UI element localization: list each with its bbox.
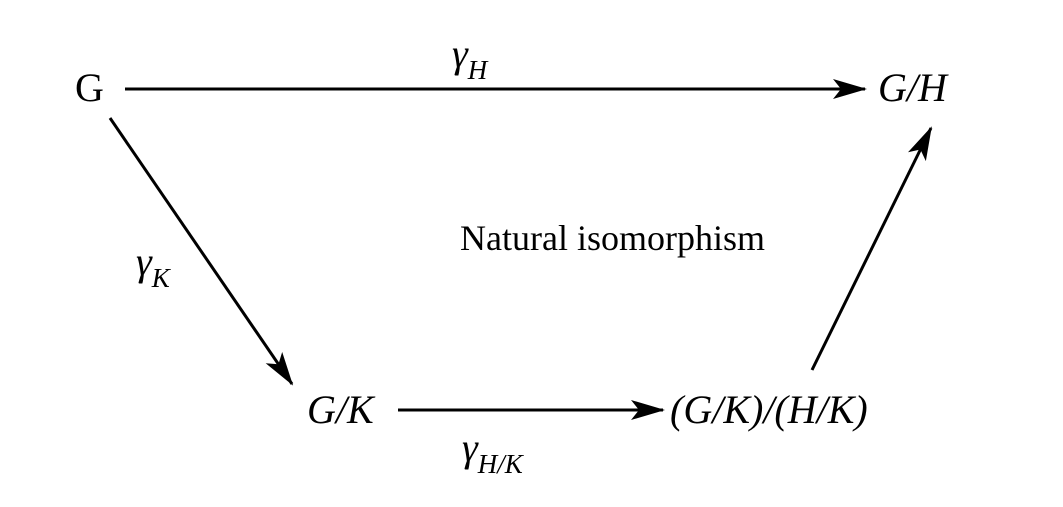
node-quotient: (G/K)/(H/K) xyxy=(670,390,868,430)
label-gamma-h-k-subscript: H/K xyxy=(478,449,523,479)
label-gamma-h-subscript: H xyxy=(468,55,488,85)
node-g: G xyxy=(75,68,104,108)
arrow-right xyxy=(812,128,931,370)
label-gamma-h-k: γH/K xyxy=(462,428,523,468)
natural-isomorphism-label: Natural isomorphism xyxy=(460,220,765,256)
label-gamma-k-symbol: γ xyxy=(136,239,152,284)
label-gamma-h: γH xyxy=(452,34,487,74)
label-gamma-h-symbol: γ xyxy=(452,31,468,76)
label-gamma-h-k-symbol: γ xyxy=(462,425,478,470)
label-gamma-k: γK xyxy=(136,242,170,282)
node-quotient-text: (G/K)/(H/K) xyxy=(670,387,868,432)
node-g-mod-h-text: G/H xyxy=(878,65,947,110)
node-g-mod-k-text: G/K xyxy=(307,387,374,432)
node-g-mod-k: G/K xyxy=(307,390,374,430)
node-g-mod-h: G/H xyxy=(878,68,947,108)
label-gamma-k-subscript: K xyxy=(152,263,170,293)
node-g-text: G xyxy=(75,65,104,110)
